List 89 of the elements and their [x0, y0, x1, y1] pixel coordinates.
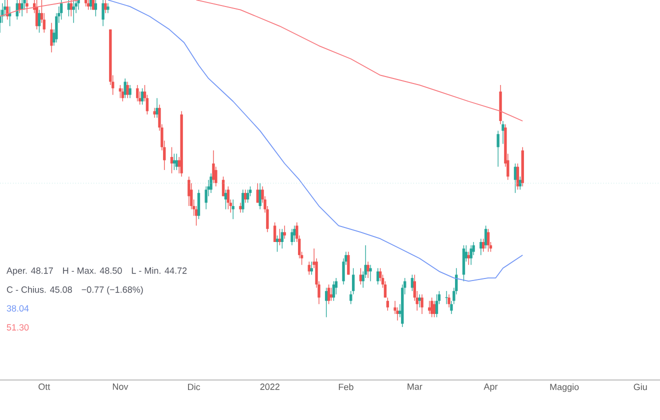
candlestick [502, 120, 504, 144]
candlestick [290, 228, 294, 246]
candlestick [366, 261, 370, 278]
candlestick [283, 225, 286, 240]
candlestick [486, 228, 490, 252]
annotation: 51.30 [6, 324, 29, 331]
candlestick [77, 0, 80, 10]
x-tick-label: Feb [338, 384, 354, 390]
candlestick [26, 0, 28, 14]
candlestick [332, 280, 336, 302]
candlestick [140, 88, 144, 105]
candlestick [239, 202, 242, 213]
candlestick [324, 287, 328, 318]
candlestick [197, 189, 200, 220]
candlestick [308, 261, 310, 276]
annotation: C - Chius. 45.08 [6, 286, 72, 293]
candlestick [386, 297, 390, 312]
candlestick [246, 189, 250, 204]
candlestick [273, 222, 276, 242]
candlestick [432, 300, 436, 318]
candlestick [72, 0, 75, 24]
candlestick [496, 130, 500, 168]
candlestick [188, 176, 190, 206]
candlestick [418, 294, 421, 308]
candlestick [50, 22, 53, 53]
candlestick [347, 251, 350, 276]
annotation: H - Max. 48.50 [63, 267, 122, 274]
candlestick [20, 0, 24, 17]
candlestick [242, 189, 244, 213]
x-tick-label: Giu [634, 384, 647, 390]
candlestick [170, 146, 174, 174]
candlestick [350, 290, 352, 304]
x-tick-label: Maggio [550, 384, 579, 392]
candlestick [60, 0, 63, 20]
candlestick [210, 172, 212, 194]
candlestick [136, 84, 139, 102]
x-tick-label: 2022 [260, 384, 280, 390]
candlestick [106, 2, 110, 14]
x-tick-label: Apr [484, 384, 498, 392]
candlestick [222, 176, 225, 197]
x-tick-label: Mar [408, 384, 422, 390]
candlestick [121, 88, 124, 102]
candlestick [212, 150, 215, 184]
candlestick [310, 261, 313, 276]
candlestick [327, 284, 330, 304]
annotation: L - Min. 44.72 [132, 267, 187, 274]
annotation: 38.04 [6, 305, 29, 312]
candlestick [94, 0, 98, 17]
candlestick [484, 225, 488, 249]
candlestick [70, 0, 73, 17]
candlestick [444, 290, 448, 304]
candlestick [226, 186, 230, 210]
candlestick [126, 81, 129, 98]
candlestick [470, 244, 472, 266]
candlestick [102, 0, 104, 27]
candlestick [516, 163, 520, 190]
x-tick-label: Ott [38, 384, 50, 390]
candlestick [232, 199, 234, 220]
candlestick [104, 0, 107, 14]
candlestick [480, 238, 482, 256]
candlestick [278, 228, 282, 246]
candlestick [175, 153, 178, 170]
x-tick-label: Dic [188, 384, 200, 390]
candlestick [376, 268, 380, 285]
x-tick-label: Nov [112, 384, 128, 390]
candlestick [280, 228, 284, 249]
candlestick [482, 238, 485, 252]
candlestick [352, 268, 355, 295]
annotation: −0.77 (−1.68%) [82, 286, 143, 295]
candlestick [172, 153, 176, 170]
candlestick [244, 189, 247, 204]
candlestick [128, 84, 132, 98]
candlestick [448, 294, 450, 308]
candlestick [359, 268, 362, 285]
candlestick [293, 225, 296, 242]
candlestick [224, 189, 228, 210]
annotation: Aper. 48.17 [6, 267, 53, 276]
candlestick [514, 163, 517, 194]
candlestick [153, 108, 156, 118]
candlestick [430, 297, 434, 318]
candlestick [276, 235, 279, 252]
candlestick [156, 98, 158, 118]
candlestick [38, 9, 41, 34]
candlestick [67, 0, 70, 17]
candlestick [258, 182, 262, 210]
candlestick [369, 264, 372, 282]
candlestick [435, 294, 438, 318]
candlestick [420, 294, 424, 314]
candlestick [410, 274, 414, 292]
